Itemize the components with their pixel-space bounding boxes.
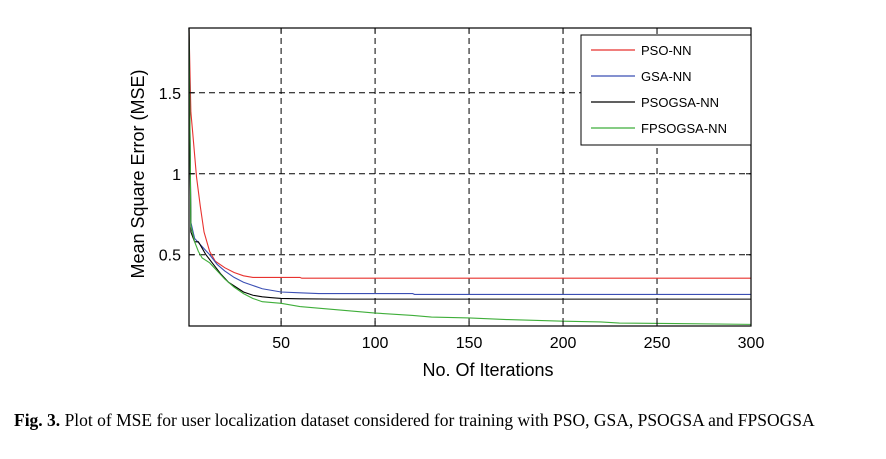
- x-tick-label: 150: [456, 335, 483, 352]
- legend: PSO-NN GSA-NN PSOGSA-NN FPSOGSA-NN: [580, 34, 752, 146]
- figure-label: Fig. 3.: [14, 410, 61, 430]
- grid: [189, 28, 751, 326]
- series-line-psogsa-nn: [188, 27, 751, 300]
- x-tick-label: 100: [362, 335, 389, 352]
- series-lines: [188, 27, 752, 325]
- series-line-fpsogsa-nn: [188, 27, 752, 325]
- x-ticks: 50 100 150 200 250 300: [272, 28, 764, 352]
- y-tick-label: 0.5: [159, 248, 181, 265]
- y-tick-label: 1: [172, 167, 181, 184]
- plot-frame: [188, 27, 752, 327]
- caption-text: Plot of MSE for user localization datase…: [64, 410, 815, 430]
- y-ticks: 0.5 1 1.5: [159, 86, 751, 265]
- series-line-gsa-nn: [188, 27, 751, 295]
- legend-entry: GSA-NN: [641, 69, 692, 84]
- x-tick-label: 50: [272, 335, 290, 352]
- x-tick-label: 300: [738, 335, 765, 352]
- chart: 50 100 150 200 250 300 0.5 1 1.5 No. Of Iterati…: [128, 27, 764, 380]
- x-tick-label: 250: [644, 335, 671, 352]
- legend-entry: FPSOGSA-NN: [641, 121, 727, 136]
- figure-caption: Fig. 3. Plot of MSE for user localizatio…: [14, 409, 874, 431]
- y-axis-label: Mean Square Error (MSE): [128, 69, 148, 278]
- legend-entry: PSO-NN: [641, 43, 692, 58]
- x-tick-label: 200: [550, 335, 577, 352]
- x-axis-label: No. Of Iterations: [422, 360, 553, 380]
- y-tick-label: 1.5: [159, 86, 181, 103]
- legend-box: [580, 34, 752, 146]
- legend-entry: PSOGSA-NN: [641, 95, 719, 110]
